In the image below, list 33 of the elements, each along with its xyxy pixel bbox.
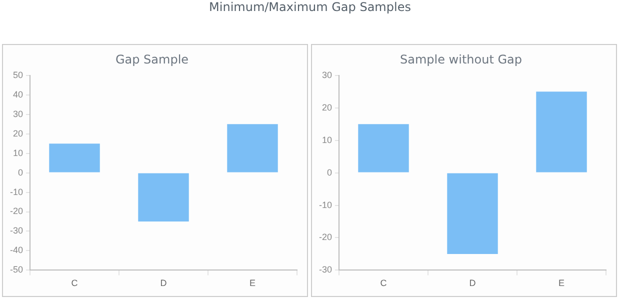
y-tick-label: 10 xyxy=(322,134,332,145)
bar xyxy=(138,173,189,222)
x-tick-label: D xyxy=(469,278,476,288)
y-tick-label: 20 xyxy=(12,128,24,138)
y-tick-label: 20 xyxy=(322,102,332,112)
y-tick-label: -20 xyxy=(10,206,24,216)
y-tick-label: -10 xyxy=(10,186,24,197)
y-tick-label: -40 xyxy=(10,245,24,256)
x-tick-label: D xyxy=(160,278,168,288)
y-tick-label: 0 xyxy=(326,167,332,178)
chart-subtitle: Sample without Gap xyxy=(400,52,522,66)
y-tick-label: 30 xyxy=(322,70,332,80)
chart-subtitle: Gap Sample xyxy=(115,52,189,66)
bar xyxy=(447,173,498,254)
bar xyxy=(49,144,100,172)
bar xyxy=(536,92,587,172)
y-tick-label: -30 xyxy=(10,226,24,236)
y-tick-label: -50 xyxy=(10,264,24,275)
y-tick-label: -10 xyxy=(318,200,332,210)
x-tick-label: C xyxy=(71,278,78,288)
y-tick-label: 30 xyxy=(12,108,24,119)
y-tick-label: 50 xyxy=(12,70,24,80)
y-tick-label: -20 xyxy=(318,232,332,242)
chart-title: Minimum/Maximum Gap Samples xyxy=(208,0,412,16)
x-tick-label: C xyxy=(380,278,388,288)
x-tick-label: E xyxy=(249,278,256,288)
bar xyxy=(227,124,278,172)
y-tick-label: -30 xyxy=(318,264,332,275)
y-tick-label: 0 xyxy=(18,167,24,178)
y-tick-label: 10 xyxy=(12,148,24,158)
x-tick-label: E xyxy=(558,278,565,288)
bar xyxy=(358,124,409,172)
y-tick-label: 40 xyxy=(12,89,24,100)
